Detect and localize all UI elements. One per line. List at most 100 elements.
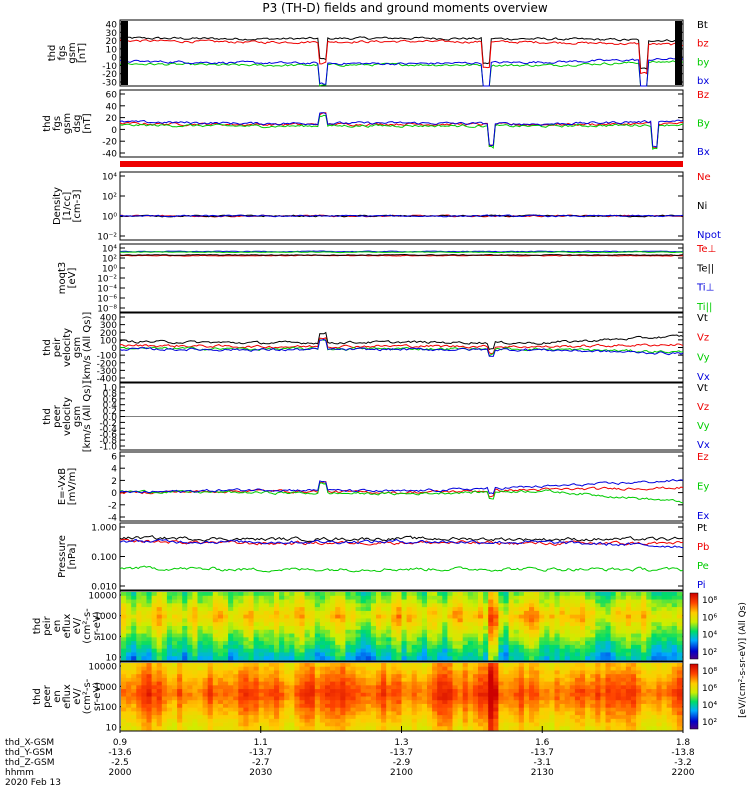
spectrogram-cell xyxy=(365,648,372,653)
spectrogram-cell xyxy=(146,607,152,612)
spectrogram-cell xyxy=(146,707,152,712)
spectrogram-cell xyxy=(544,726,550,731)
spectrogram-cell xyxy=(401,711,407,716)
spectrogram-cell xyxy=(467,674,474,679)
spectrogram-cell xyxy=(676,681,683,686)
spectrogram-cell xyxy=(223,641,229,646)
spectrogram-cell xyxy=(386,689,392,694)
spectrogram-cell xyxy=(447,715,453,720)
spectrogram-cell xyxy=(274,685,280,690)
spectrogram-cell xyxy=(233,633,239,638)
spectrogram-cell xyxy=(610,670,617,675)
spectrogram-cell xyxy=(370,726,377,731)
spectrogram-cell xyxy=(121,670,127,675)
spectrogram-cell xyxy=(503,652,509,657)
spectrogram-cell xyxy=(513,641,520,646)
spectrogram-cell xyxy=(554,726,560,731)
xaxis-row-label: thd_Z-GSM xyxy=(5,758,54,768)
panel-p10: thdpeerenefluxeV/(cm²-s-sr-eV)1000010001… xyxy=(32,661,717,734)
spectrogram-cell xyxy=(503,614,509,619)
spectrogram-cell xyxy=(350,711,356,716)
spectrogram-cell xyxy=(488,715,494,720)
spectrogram-cell xyxy=(268,648,275,653)
spectrogram-cell xyxy=(396,696,402,701)
spectrogram-cell xyxy=(141,595,147,600)
spectrogram-cell xyxy=(253,599,260,604)
spectrogram-cell xyxy=(136,656,142,661)
spectrogram-cell xyxy=(544,692,550,697)
spectrogram-cell xyxy=(309,692,316,697)
spectrogram-cell xyxy=(177,666,183,671)
spectrogram-cell xyxy=(376,626,382,631)
spectrogram-cell xyxy=(151,633,158,638)
spectrogram-cell xyxy=(462,622,469,627)
spectrogram-cell xyxy=(447,595,453,600)
spectrogram-cell xyxy=(416,689,423,694)
spectrogram-cell xyxy=(325,603,331,608)
spectrogram-cell xyxy=(513,666,520,671)
spectrogram-cell xyxy=(518,607,525,612)
spectrogram-cell xyxy=(330,610,336,616)
spectrogram-cell xyxy=(610,607,617,612)
spectrogram-cell xyxy=(523,666,530,671)
spectrogram-cell xyxy=(483,696,489,701)
spectrogram-cell xyxy=(574,618,581,623)
ytick-label: 100 xyxy=(100,336,117,346)
spectrogram-cell xyxy=(274,603,280,608)
spectrogram-cell xyxy=(661,599,668,604)
spectrogram-cell xyxy=(248,633,254,638)
spectrogram-cell xyxy=(299,718,305,723)
spectrogram-cell xyxy=(212,641,219,646)
spectrogram-cell xyxy=(360,692,367,697)
spectrogram-cell xyxy=(355,603,362,608)
spectrogram-cell xyxy=(314,677,321,683)
spectrogram-cell xyxy=(386,610,392,616)
spectrogram-cell xyxy=(126,641,132,646)
spectrogram-cell xyxy=(238,652,244,657)
spectrogram-cell xyxy=(564,685,571,690)
spectrogram-cell xyxy=(335,715,341,720)
spectrogram-cell xyxy=(396,663,402,668)
spectrogram-cell xyxy=(258,599,265,604)
spectrogram-cell xyxy=(498,641,504,646)
spectrogram-cell xyxy=(442,670,448,675)
spectrogram-cell xyxy=(223,700,229,705)
spectrogram-cell xyxy=(279,711,285,716)
spectrogram-cell xyxy=(554,629,560,634)
spectrogram-cell xyxy=(197,626,203,631)
spectrogram-cell xyxy=(274,696,280,701)
spectrogram-cell xyxy=(299,614,305,619)
spectrogram-cell xyxy=(238,681,244,686)
spectrogram-cell xyxy=(376,689,382,694)
spectrogram-cell xyxy=(513,592,520,597)
spectrogram-cell xyxy=(151,622,158,627)
spectrogram-cell xyxy=(498,715,504,720)
spectrogram-cell xyxy=(279,703,285,709)
spectrogram-cell xyxy=(136,614,142,619)
spectrogram-cell xyxy=(350,641,356,646)
spectrogram-cell xyxy=(666,641,673,646)
spectrogram-cell xyxy=(325,707,331,712)
spectrogram-cell xyxy=(345,718,351,723)
spectrogram-cell xyxy=(228,677,234,683)
spectrogram-cell xyxy=(493,644,499,650)
spectrogram-cell xyxy=(309,666,316,671)
spectrogram-cell xyxy=(243,689,249,694)
spectrogram-cell xyxy=(376,711,382,716)
ytick-label: 20 xyxy=(106,114,118,124)
spectrogram-cell xyxy=(192,711,198,716)
spectrogram-cell xyxy=(156,677,163,683)
spectrogram-cell xyxy=(335,726,341,731)
ytick-label: 10⁴ xyxy=(102,245,117,255)
spectrogram-cell xyxy=(631,618,637,623)
spectrogram-cell xyxy=(386,607,392,612)
ylabel-line: [cm-3] xyxy=(72,189,83,222)
spectrogram-cell xyxy=(202,656,209,661)
spectrogram-cell xyxy=(182,607,188,612)
spectrogram-cell xyxy=(151,674,158,679)
spectrogram-cell xyxy=(253,685,260,690)
spectrogram-cell xyxy=(335,599,341,604)
spectrogram-cell xyxy=(671,692,678,697)
spectrogram-cell xyxy=(284,681,290,686)
spectrogram-cell xyxy=(126,692,132,697)
